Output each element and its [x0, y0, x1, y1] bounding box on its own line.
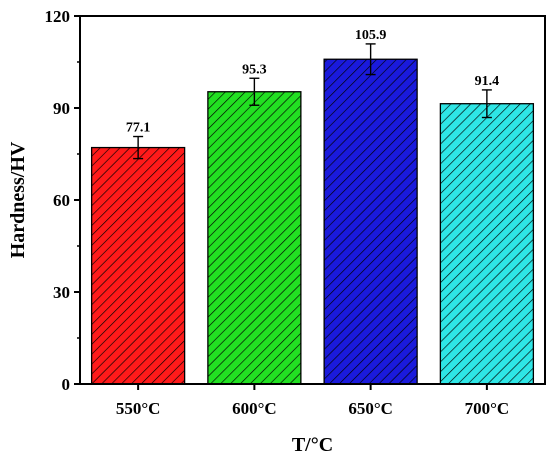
error-bar-2 — [365, 43, 376, 76]
data-label-2: 105.9 — [355, 28, 387, 43]
error-bar-0 — [133, 135, 144, 160]
x-tick-label-1: 600°C — [232, 399, 277, 418]
y-axis-title: Hardness/HV — [7, 141, 29, 258]
bar-3 — [439, 103, 535, 385]
x-tick-label-0: 550°C — [116, 399, 161, 418]
error-bars-group — [133, 43, 492, 160]
bars-group — [90, 58, 535, 385]
x-ticks-group: 550°C 600°C 650°C 700°C — [116, 384, 509, 418]
x-tick-label-2: 650°C — [348, 399, 393, 418]
y-tick-label-0: 0 — [62, 375, 71, 394]
data-label-3: 91.4 — [475, 74, 500, 89]
error-bar-3 — [481, 89, 492, 119]
y-tick-label-1: 30 — [53, 283, 70, 302]
y-tick-label-2: 60 — [53, 191, 70, 210]
bar-1 — [207, 91, 302, 385]
data-label-1: 95.3 — [242, 62, 267, 77]
y-ticks-group: 0 30 60 90 120 — [45, 7, 80, 394]
x-tick-label-3: 700°C — [465, 399, 510, 418]
y-tick-label-3: 90 — [53, 99, 70, 118]
data-labels-group: 77.1 95.3 105.9 91.4 — [126, 28, 499, 136]
bar-2 — [323, 58, 418, 385]
data-label-0: 77.1 — [126, 121, 151, 136]
error-bar-1 — [249, 77, 260, 106]
y-tick-label-4: 120 — [45, 7, 71, 26]
bar-0 — [90, 146, 186, 385]
x-axis-title: T/°C — [292, 434, 333, 456]
